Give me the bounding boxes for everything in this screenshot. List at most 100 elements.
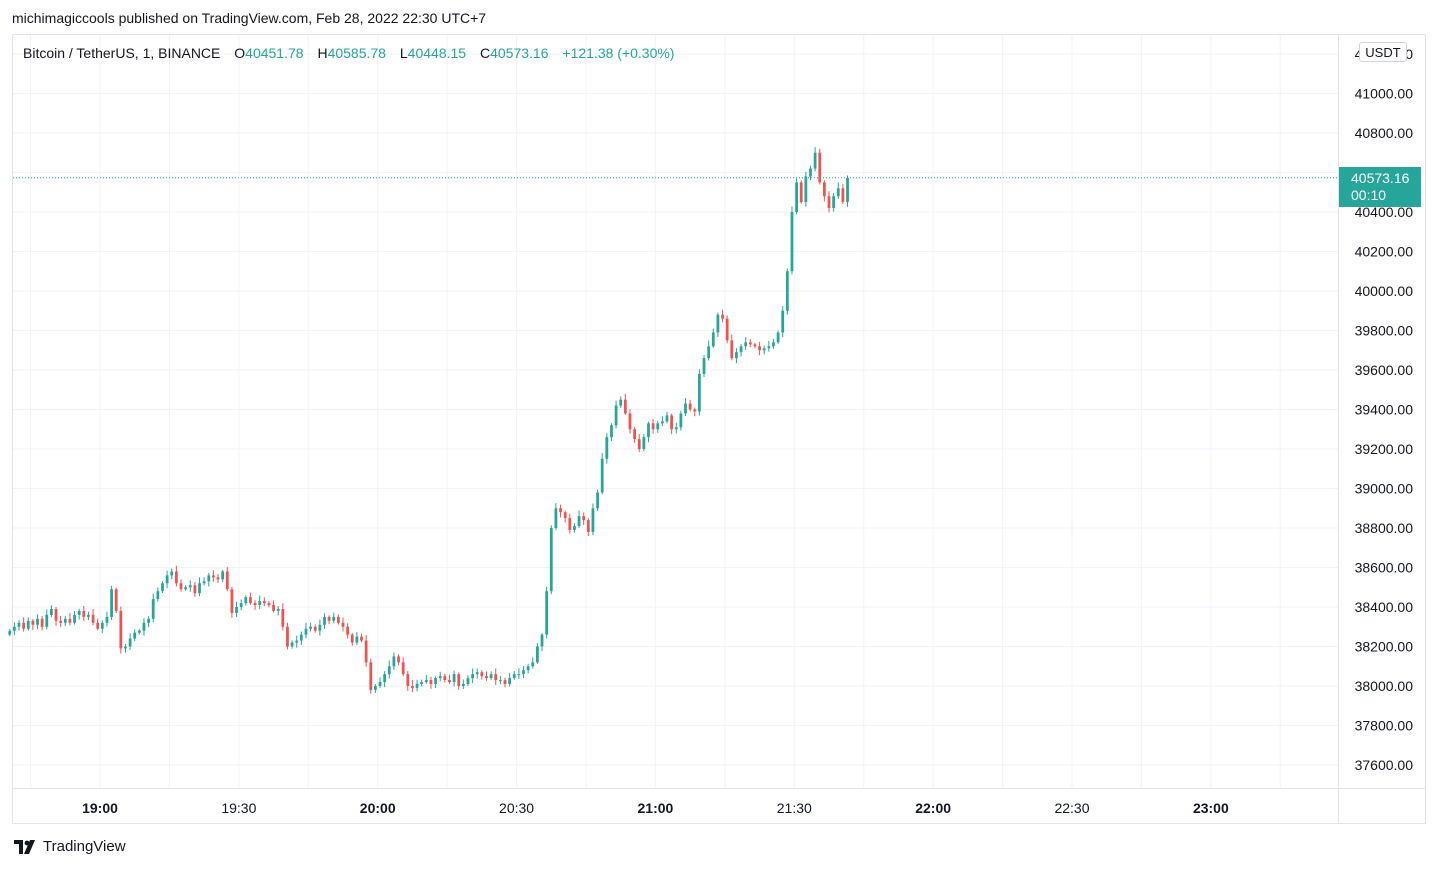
candle xyxy=(684,398,687,417)
candle xyxy=(846,175,849,207)
candle-body xyxy=(536,646,539,663)
candle xyxy=(799,180,803,204)
candle xyxy=(637,433,641,452)
candle xyxy=(68,613,72,626)
candle-body xyxy=(744,342,748,347)
candle-body xyxy=(267,603,271,606)
candle-body xyxy=(762,348,766,351)
candle-body xyxy=(276,608,280,611)
grid xyxy=(13,35,1338,788)
candle xyxy=(725,315,729,344)
candle xyxy=(12,622,16,636)
candle xyxy=(753,342,757,349)
candle-body xyxy=(610,425,613,438)
candle xyxy=(619,396,623,408)
candle-body xyxy=(466,678,470,685)
candle-body xyxy=(295,640,299,643)
candle xyxy=(401,657,405,677)
candle xyxy=(674,422,678,434)
publisher-line: michimagiccools published on TradingView… xyxy=(12,10,487,26)
candle xyxy=(457,672,461,690)
candle xyxy=(336,614,340,625)
candle xyxy=(110,585,113,620)
candle-body xyxy=(721,314,724,319)
candle xyxy=(272,600,275,613)
candle-body xyxy=(489,674,493,679)
candle xyxy=(600,453,604,495)
candle xyxy=(249,592,252,605)
candle xyxy=(59,616,63,627)
candle-body xyxy=(656,423,660,430)
candle-body xyxy=(332,616,336,621)
candle-body xyxy=(748,342,752,345)
candle-body xyxy=(193,585,197,594)
candle xyxy=(554,502,558,531)
candle-body xyxy=(596,492,599,509)
candle xyxy=(688,399,692,412)
candle-body xyxy=(253,603,257,606)
candle-body xyxy=(387,666,391,675)
symbol-title[interactable]: Bitcoin / TetherUS, 1, BINANCE xyxy=(23,45,221,61)
candle-body xyxy=(767,346,771,349)
candle-body xyxy=(147,618,150,623)
candle-body xyxy=(614,405,618,426)
y-tick-label: 40000.00 xyxy=(1355,283,1414,299)
candle xyxy=(512,670,516,680)
candle xyxy=(836,182,840,199)
candle xyxy=(374,684,377,693)
candle xyxy=(91,608,95,626)
candle-body xyxy=(841,188,845,202)
candle-body xyxy=(809,168,812,177)
candle-body xyxy=(785,271,789,311)
candle-body xyxy=(406,674,410,686)
candle xyxy=(341,617,345,632)
candle-body xyxy=(114,589,118,611)
last-price-value: 40573.16 xyxy=(1351,170,1410,186)
candle-body xyxy=(304,628,308,635)
candle xyxy=(26,617,30,631)
candle-body xyxy=(378,682,382,686)
candle-body xyxy=(77,610,81,615)
candle xyxy=(346,623,350,639)
candle-body xyxy=(452,674,456,683)
candle xyxy=(188,580,192,592)
candle xyxy=(790,206,794,275)
candle-body xyxy=(438,676,442,679)
candle-body xyxy=(674,427,678,430)
candle-body xyxy=(161,583,164,592)
candle xyxy=(443,673,447,683)
candle xyxy=(378,677,382,689)
tradingview-logo[interactable]: TradingView xyxy=(14,838,126,855)
candle-body xyxy=(142,622,146,631)
candle-body xyxy=(642,437,646,449)
candle-body xyxy=(665,415,669,422)
candle-body xyxy=(374,686,377,690)
candle xyxy=(369,658,373,694)
candle xyxy=(707,340,711,361)
chart-frame xyxy=(12,34,1426,824)
candle xyxy=(299,631,303,645)
candle-body xyxy=(207,575,211,582)
candle xyxy=(128,633,132,651)
candle xyxy=(45,609,49,630)
candle xyxy=(568,513,572,534)
candle xyxy=(87,611,90,621)
candle-body xyxy=(582,516,586,521)
candle-body xyxy=(397,656,400,663)
candle-body xyxy=(221,571,225,580)
candle-body xyxy=(355,636,359,643)
candle-body xyxy=(605,437,609,459)
candle xyxy=(124,643,127,653)
y-tick-label: 39400.00 xyxy=(1355,402,1414,418)
candle xyxy=(22,617,26,632)
candle xyxy=(827,191,831,213)
candle xyxy=(318,619,322,636)
candle-body xyxy=(540,634,544,647)
candle xyxy=(420,679,424,687)
candle-body xyxy=(364,640,368,663)
candle-body xyxy=(96,622,100,629)
countdown-value: 00:10 xyxy=(1351,187,1387,203)
currency-button[interactable]: USDT xyxy=(1359,42,1407,62)
candle-body xyxy=(179,583,183,590)
